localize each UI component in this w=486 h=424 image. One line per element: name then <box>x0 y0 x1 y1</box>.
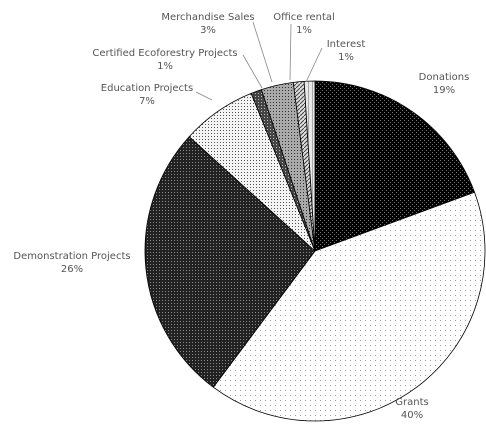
leader-lines <box>195 21 323 101</box>
slice-value-label: 3% <box>200 25 216 36</box>
slice-value-label: 7% <box>139 96 155 107</box>
slice-category-label: Demonstration Projects <box>13 251 130 262</box>
slice-value-label: 26% <box>61 264 83 275</box>
slice-value-label: 40% <box>401 410 423 421</box>
slice-value-label: 1% <box>157 61 173 72</box>
slice-category-label: Certified Ecoforestry Projects <box>92 48 237 59</box>
pie-slice-grants <box>212 191 486 422</box>
slice-label: Education Projects 7% <box>101 83 193 107</box>
slice-value-label: 1% <box>296 25 312 36</box>
pie-slice-interest <box>303 80 316 252</box>
leader-line <box>252 21 273 83</box>
slice-category-label: Interest <box>327 39 366 50</box>
slice-label: Certified Ecoforestry Projects 1% <box>92 48 237 72</box>
slice-category-label: Education Projects <box>101 83 193 94</box>
slice-value-label: 19% <box>433 85 455 96</box>
pie-slice-donations <box>314 80 476 252</box>
slice-label: Demonstration Projects 26% <box>13 251 130 275</box>
pie-slice-demonstration-projects <box>144 136 316 388</box>
leader-line <box>289 23 292 81</box>
slice-label: Grants 40% <box>395 397 428 421</box>
leader-line <box>195 91 213 101</box>
leader-line <box>305 47 323 83</box>
slice-label: Donations 19% <box>419 72 470 96</box>
slice-category-label: Donations <box>419 72 470 83</box>
slice-label: Office rental 1% <box>273 12 335 36</box>
slice-category-label: Merchandise Sales <box>161 12 254 23</box>
slice-label: Merchandise Sales 3% <box>161 12 254 36</box>
leader-line <box>242 54 263 89</box>
slice-category-label: Office rental <box>273 12 335 23</box>
pie-slices <box>144 80 486 422</box>
slice-label: Interest 1% <box>327 39 366 63</box>
slice-value-label: 1% <box>338 52 354 63</box>
slice-labels: Donations 19% Grants 40% Demonstration Proje… <box>13 12 469 421</box>
slice-category-label: Grants <box>395 397 428 408</box>
